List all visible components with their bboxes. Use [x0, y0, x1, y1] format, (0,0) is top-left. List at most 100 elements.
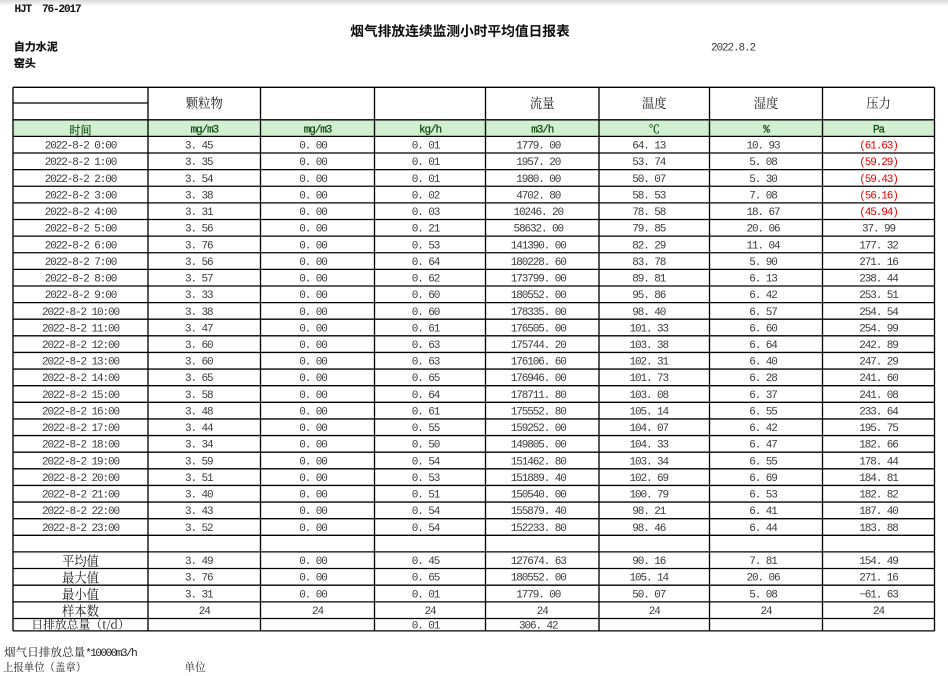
svg-text:175744. 20: 175744. 20 [511, 340, 567, 352]
svg-text:195. 75: 195. 75 [859, 423, 898, 435]
svg-text:3. 60: 3. 60 [185, 340, 213, 352]
svg-text:0. 00: 0. 00 [299, 307, 327, 319]
svg-text:0. 00: 0. 00 [299, 323, 327, 335]
svg-text:(59.43): (59.43) [859, 174, 898, 186]
svg-text:127674. 63: 127674. 63 [511, 556, 567, 568]
svg-text:0. 61: 0. 61 [412, 406, 441, 418]
svg-text:0. 54: 0. 54 [412, 506, 441, 518]
svg-text:247. 29: 247. 29 [859, 357, 898, 369]
svg-text:0. 01: 0. 01 [412, 141, 441, 153]
svg-text:2022-8-2 14:00: 2022-8-2 14:00 [42, 373, 120, 385]
svg-text:0. 00: 0. 00 [299, 290, 327, 302]
svg-text:0. 00: 0. 00 [299, 589, 327, 601]
svg-text:2022-8-2 11:00: 2022-8-2 11:00 [42, 323, 120, 335]
svg-text:0. 00: 0. 00 [299, 224, 327, 236]
svg-text:0. 00: 0. 00 [299, 506, 327, 518]
svg-text:0. 00: 0. 00 [299, 573, 327, 585]
svg-text:2022-8-2 19:00: 2022-8-2 19:00 [42, 456, 120, 468]
svg-text:2022-8-2 16:00: 2022-8-2 16:00 [42, 406, 120, 418]
svg-text:11. 04: 11. 04 [746, 240, 781, 252]
svg-text:3. 34: 3. 34 [185, 440, 214, 452]
svg-text:182. 82: 182. 82 [859, 490, 898, 502]
svg-text:5. 30: 5. 30 [749, 174, 777, 186]
svg-text:3. 57: 3. 57 [185, 274, 213, 286]
svg-text:*10000m3/h: *10000m3/h [85, 648, 137, 660]
svg-text:6. 13: 6. 13 [749, 274, 777, 286]
svg-text:4702. 80: 4702. 80 [516, 190, 561, 202]
svg-text:184. 81: 184. 81 [859, 473, 899, 485]
svg-text:3. 45: 3. 45 [185, 141, 213, 153]
svg-text:3. 56: 3. 56 [185, 224, 213, 236]
svg-text:3. 43: 3. 43 [185, 506, 213, 518]
svg-text:1779. 00: 1779. 00 [516, 589, 561, 601]
svg-text:0. 00: 0. 00 [299, 174, 327, 186]
svg-text:m3/h: m3/h [531, 125, 554, 137]
svg-text:0. 53: 0. 53 [412, 473, 440, 485]
svg-text:6. 55: 6. 55 [749, 406, 777, 418]
svg-text:0. 55: 0. 55 [412, 423, 440, 435]
svg-text:2022-8-2 9:00: 2022-8-2 9:00 [45, 290, 117, 302]
svg-text:0. 65: 0. 65 [412, 573, 440, 585]
svg-text:0. 62: 0. 62 [412, 274, 440, 286]
svg-text:2022-8-2 4:00: 2022-8-2 4:00 [45, 207, 117, 219]
svg-text:173799. 00: 173799. 00 [511, 274, 567, 286]
svg-text:6. 69: 6. 69 [749, 473, 777, 485]
svg-text:0. 00: 0. 00 [299, 440, 327, 452]
svg-text:2022-8-2 7:00: 2022-8-2 7:00 [45, 257, 117, 269]
svg-text:2022-8-2 23:00: 2022-8-2 23:00 [42, 523, 120, 535]
svg-text:150540. 00: 150540. 00 [511, 490, 567, 502]
svg-text:0. 63: 0. 63 [412, 357, 440, 369]
svg-text:0. 00: 0. 00 [299, 390, 327, 402]
svg-text:103. 08: 103. 08 [629, 390, 668, 402]
svg-text:6. 47: 6. 47 [749, 440, 777, 452]
svg-text:64. 13: 64. 13 [632, 141, 666, 153]
svg-text:182. 66: 182. 66 [859, 440, 898, 452]
svg-text:24: 24 [312, 606, 325, 618]
svg-text:175552. 80: 175552. 80 [511, 406, 567, 418]
svg-text:mg/m3: mg/m3 [304, 125, 332, 137]
svg-text:105. 14: 105. 14 [629, 406, 669, 418]
svg-text:0. 00: 0. 00 [299, 207, 327, 219]
svg-text:0. 03: 0. 03 [412, 207, 440, 219]
svg-text:10246. 20: 10246. 20 [513, 207, 563, 219]
svg-text:24: 24 [649, 606, 662, 618]
svg-text:0. 00: 0. 00 [299, 274, 327, 286]
svg-text:0. 00: 0. 00 [299, 406, 327, 418]
svg-text:0. 00: 0. 00 [299, 490, 327, 502]
svg-text:2022-8-2 20:00: 2022-8-2 20:00 [42, 473, 120, 485]
svg-text:6. 28: 6. 28 [749, 373, 777, 385]
svg-text:0. 45: 0. 45 [412, 556, 440, 568]
svg-text:3. 33: 3. 33 [185, 290, 213, 302]
svg-text:2022-8-2 1:00: 2022-8-2 1:00 [45, 157, 117, 169]
svg-text:3. 54: 3. 54 [185, 174, 214, 186]
svg-text:6. 60: 6. 60 [749, 323, 777, 335]
svg-text:82. 29: 82. 29 [632, 240, 666, 252]
svg-text:104. 33: 104. 33 [629, 440, 668, 452]
svg-text:6. 37: 6. 37 [749, 390, 777, 402]
svg-text:0. 01: 0. 01 [412, 174, 441, 186]
svg-text:178711. 80: 178711. 80 [511, 390, 567, 402]
svg-text:0. 60: 0. 60 [412, 307, 440, 319]
svg-text:3. 44: 3. 44 [185, 423, 214, 435]
svg-text:78. 58: 78. 58 [632, 207, 666, 219]
svg-text:0. 00: 0. 00 [299, 423, 327, 435]
svg-text:2022-8-2 21:00: 2022-8-2 21:00 [42, 490, 120, 502]
svg-text:6. 44: 6. 44 [749, 523, 778, 535]
svg-text:176505. 00: 176505. 00 [511, 323, 567, 335]
svg-text:90. 16: 90. 16 [632, 556, 666, 568]
svg-text:5. 90: 5. 90 [749, 257, 777, 269]
svg-text:141390. 00: 141390. 00 [511, 240, 567, 252]
svg-text:2022-8-2 5:00: 2022-8-2 5:00 [45, 224, 117, 236]
svg-text:176106. 60: 176106. 60 [511, 357, 567, 369]
svg-text:10. 93: 10. 93 [746, 141, 780, 153]
svg-text:103. 38: 103. 38 [629, 340, 668, 352]
svg-text:98. 46: 98. 46 [632, 523, 666, 535]
svg-text:0. 54: 0. 54 [412, 523, 441, 535]
svg-text:95. 86: 95. 86 [632, 290, 666, 302]
svg-text:6. 64: 6. 64 [749, 340, 778, 352]
svg-text:233. 64: 233. 64 [859, 406, 899, 418]
svg-text:−61. 63: −61. 63 [859, 589, 898, 601]
svg-text:0. 00: 0. 00 [299, 556, 327, 568]
svg-text:79. 85: 79. 85 [632, 224, 666, 236]
svg-text:241. 60: 241. 60 [859, 373, 898, 385]
